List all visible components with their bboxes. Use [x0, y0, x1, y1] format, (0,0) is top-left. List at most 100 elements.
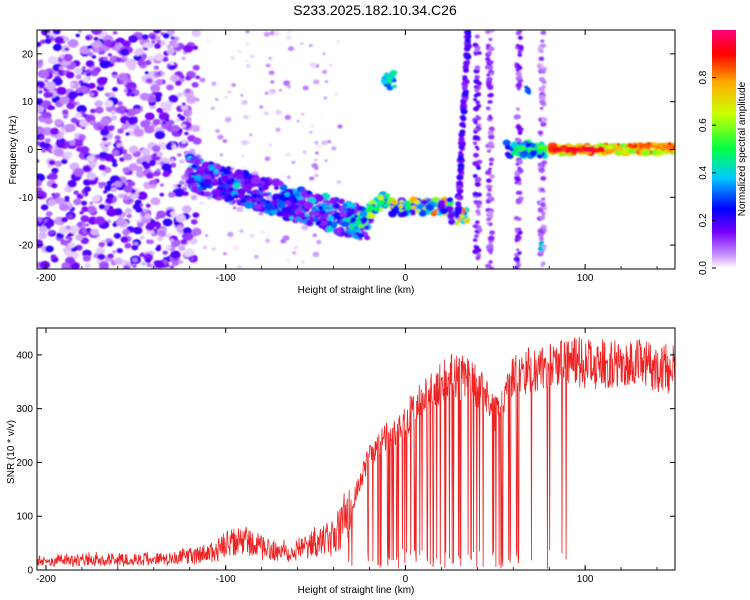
spectrogram-cell	[139, 235, 145, 240]
spectrogram-cell	[461, 85, 468, 91]
spectrogram-cell	[472, 161, 479, 167]
spectrogram-cell	[37, 222, 43, 227]
spectrogram-cell	[378, 195, 385, 201]
spectrogram-cell	[364, 235, 371, 241]
spectrogram-cell	[259, 180, 266, 186]
spectrogram-cell	[539, 215, 546, 221]
spectrogram-cell	[91, 55, 97, 59]
spectrogram-cell	[156, 40, 162, 44]
spectrogram-cell	[334, 227, 343, 235]
spectrogram-cell	[472, 141, 478, 146]
spectrogram-cell	[541, 43, 546, 48]
spectrogram-cell	[472, 224, 478, 229]
spectrogram-cell	[486, 73, 491, 77]
y-tick-label: 400	[16, 350, 33, 361]
spectrogram-cell	[472, 238, 478, 242]
spectrogram-cell	[54, 118, 63, 126]
spectrogram-cell	[92, 40, 103, 49]
spectrogram-cell	[473, 130, 478, 134]
spectrogram-cell	[520, 152, 528, 158]
spectrogram-cell	[141, 261, 146, 266]
spectrogram-cell	[357, 232, 364, 238]
spectrogram-cell	[245, 59, 249, 63]
spectrogram-cell	[171, 124, 180, 132]
spectrogram-cell	[133, 128, 144, 137]
spectrogram-cell	[265, 63, 271, 68]
spectrogram-cell	[321, 69, 328, 75]
spectrogram-cell	[61, 262, 71, 269]
spectrogram-cell	[204, 234, 209, 237]
spectrogram-cell	[211, 81, 217, 86]
spectrogram-cell	[225, 166, 232, 171]
spectrogram-cell	[201, 161, 210, 169]
spectrogram-cell	[99, 59, 111, 69]
spectrogram-cell	[259, 105, 264, 109]
spectrogram-x-label: Height of straight line (km)	[298, 285, 415, 296]
spectrogram-cell	[473, 85, 479, 89]
spectrogram-cell	[515, 234, 521, 239]
spectrogram-cell	[155, 168, 161, 173]
spectrogram-cell	[473, 93, 479, 98]
spectrogram-cell	[314, 212, 320, 217]
spectrogram-cell	[168, 94, 179, 103]
spectrogram-cell	[241, 154, 245, 158]
spectrogram-cell	[177, 113, 182, 118]
spectrogram-cell	[89, 163, 96, 169]
spectrogram-cell	[98, 204, 106, 210]
spectrogram-cell	[308, 43, 313, 48]
spectrogram-cell	[244, 179, 249, 183]
spectrogram-cell	[152, 118, 161, 126]
spectrogram-cell	[540, 248, 545, 252]
spectrogram-cell	[514, 171, 521, 177]
spectrogram-cell	[67, 233, 72, 237]
spectrogram-cell	[313, 158, 318, 162]
spectrogram-cell	[485, 199, 492, 204]
spectrogram-cell	[475, 256, 480, 261]
spectrogram-cell	[54, 36, 64, 44]
spectrogram-cell	[192, 212, 200, 218]
spectrogram-cell	[242, 165, 247, 169]
spectrogram-cell	[185, 117, 192, 123]
spectrogram-cell	[95, 106, 104, 114]
spectrogram-cell	[548, 149, 554, 154]
spectrogram-cell	[191, 30, 202, 37]
spectrogram-cell	[314, 151, 319, 155]
spectrogram-cell	[190, 124, 201, 133]
spectrogram-cell	[47, 199, 57, 207]
spectrogram-cell	[74, 140, 84, 147]
spectrogram-cell	[184, 88, 191, 93]
spectrogram-cell	[114, 257, 123, 265]
spectrogram-cell	[488, 126, 495, 132]
spectrogram-cell	[131, 257, 139, 263]
spectrogram-cell	[305, 213, 310, 217]
spectrogram-cell	[37, 105, 45, 113]
spectrogram-cell	[541, 117, 548, 123]
spectrogram-cell	[464, 38, 470, 43]
spectrogram-cell	[538, 56, 545, 62]
spectrogram-cell	[135, 170, 145, 178]
spectrogram-cell	[168, 119, 175, 125]
spectrogram-cell	[94, 100, 104, 108]
spectrogram-cell	[363, 225, 370, 230]
spectrogram-cell	[473, 51, 478, 55]
y-tick-label: 10	[22, 97, 34, 108]
spectrogram-cell	[487, 210, 494, 217]
spectrogram-cell	[537, 207, 543, 212]
spectrogram-cell	[571, 148, 576, 152]
spectrogram-cell	[382, 204, 388, 208]
spectrogram-cell	[98, 164, 106, 171]
spectrogram-cell	[37, 80, 45, 89]
spectrogram-cell	[122, 166, 131, 173]
spectrogram-cell	[513, 114, 520, 120]
spectrogram-cell	[157, 236, 164, 242]
spectrogram-cell	[154, 130, 166, 140]
spectrogram-cell	[474, 181, 481, 187]
spectrogram-cell	[43, 117, 53, 125]
spectrogram-cell	[133, 54, 142, 61]
spectrogram-cell	[614, 150, 622, 156]
spectrogram-cell	[486, 51, 492, 56]
spectrogram-cell	[44, 138, 51, 144]
spectrogram-cell	[76, 105, 87, 114]
